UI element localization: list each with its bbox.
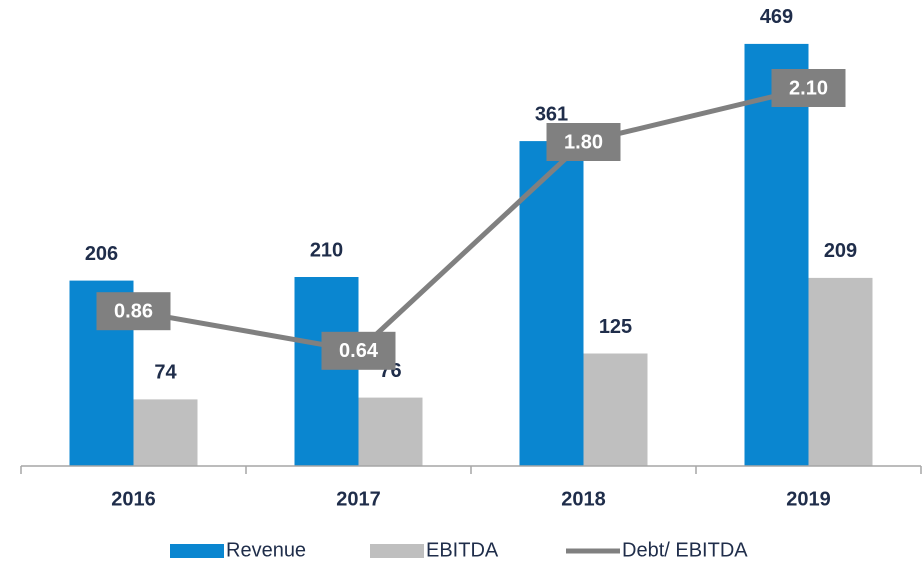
data-label: 125 [599, 316, 632, 338]
data-label: 469 [760, 6, 793, 28]
data-label: 206 [85, 243, 118, 265]
bar [744, 43, 809, 467]
legend-label: Revenue [226, 539, 306, 561]
x-tick-label: 2017 [336, 488, 381, 510]
bar [808, 277, 873, 466]
bar [358, 397, 423, 466]
data-label: 210 [310, 239, 343, 261]
bar [294, 277, 359, 466]
bar [133, 399, 198, 466]
data-label: 209 [824, 240, 857, 262]
x-tick-label: 2019 [786, 488, 831, 510]
bar [583, 353, 648, 466]
data-label: 2.10 [789, 77, 828, 99]
data-label-box [96, 292, 171, 331]
bar [519, 141, 584, 466]
legend-swatch [170, 544, 224, 558]
legend-label: EBITDA [426, 539, 499, 561]
legend-swatch [370, 544, 424, 558]
line [133, 85, 810, 354]
data-label: 1.80 [564, 131, 603, 153]
data-label: 361 [535, 103, 568, 125]
data-label: 0.86 [114, 300, 153, 322]
data-label-box [546, 123, 621, 161]
data-label: 0.64 [339, 340, 379, 362]
x-tick-label: 2018 [561, 488, 606, 510]
data-label-box [771, 69, 846, 107]
data-label-box [321, 331, 396, 370]
legend-label: Debt/ EBITDA [622, 539, 748, 561]
x-tick-label: 2016 [111, 488, 156, 510]
data-label: 74 [154, 362, 177, 384]
